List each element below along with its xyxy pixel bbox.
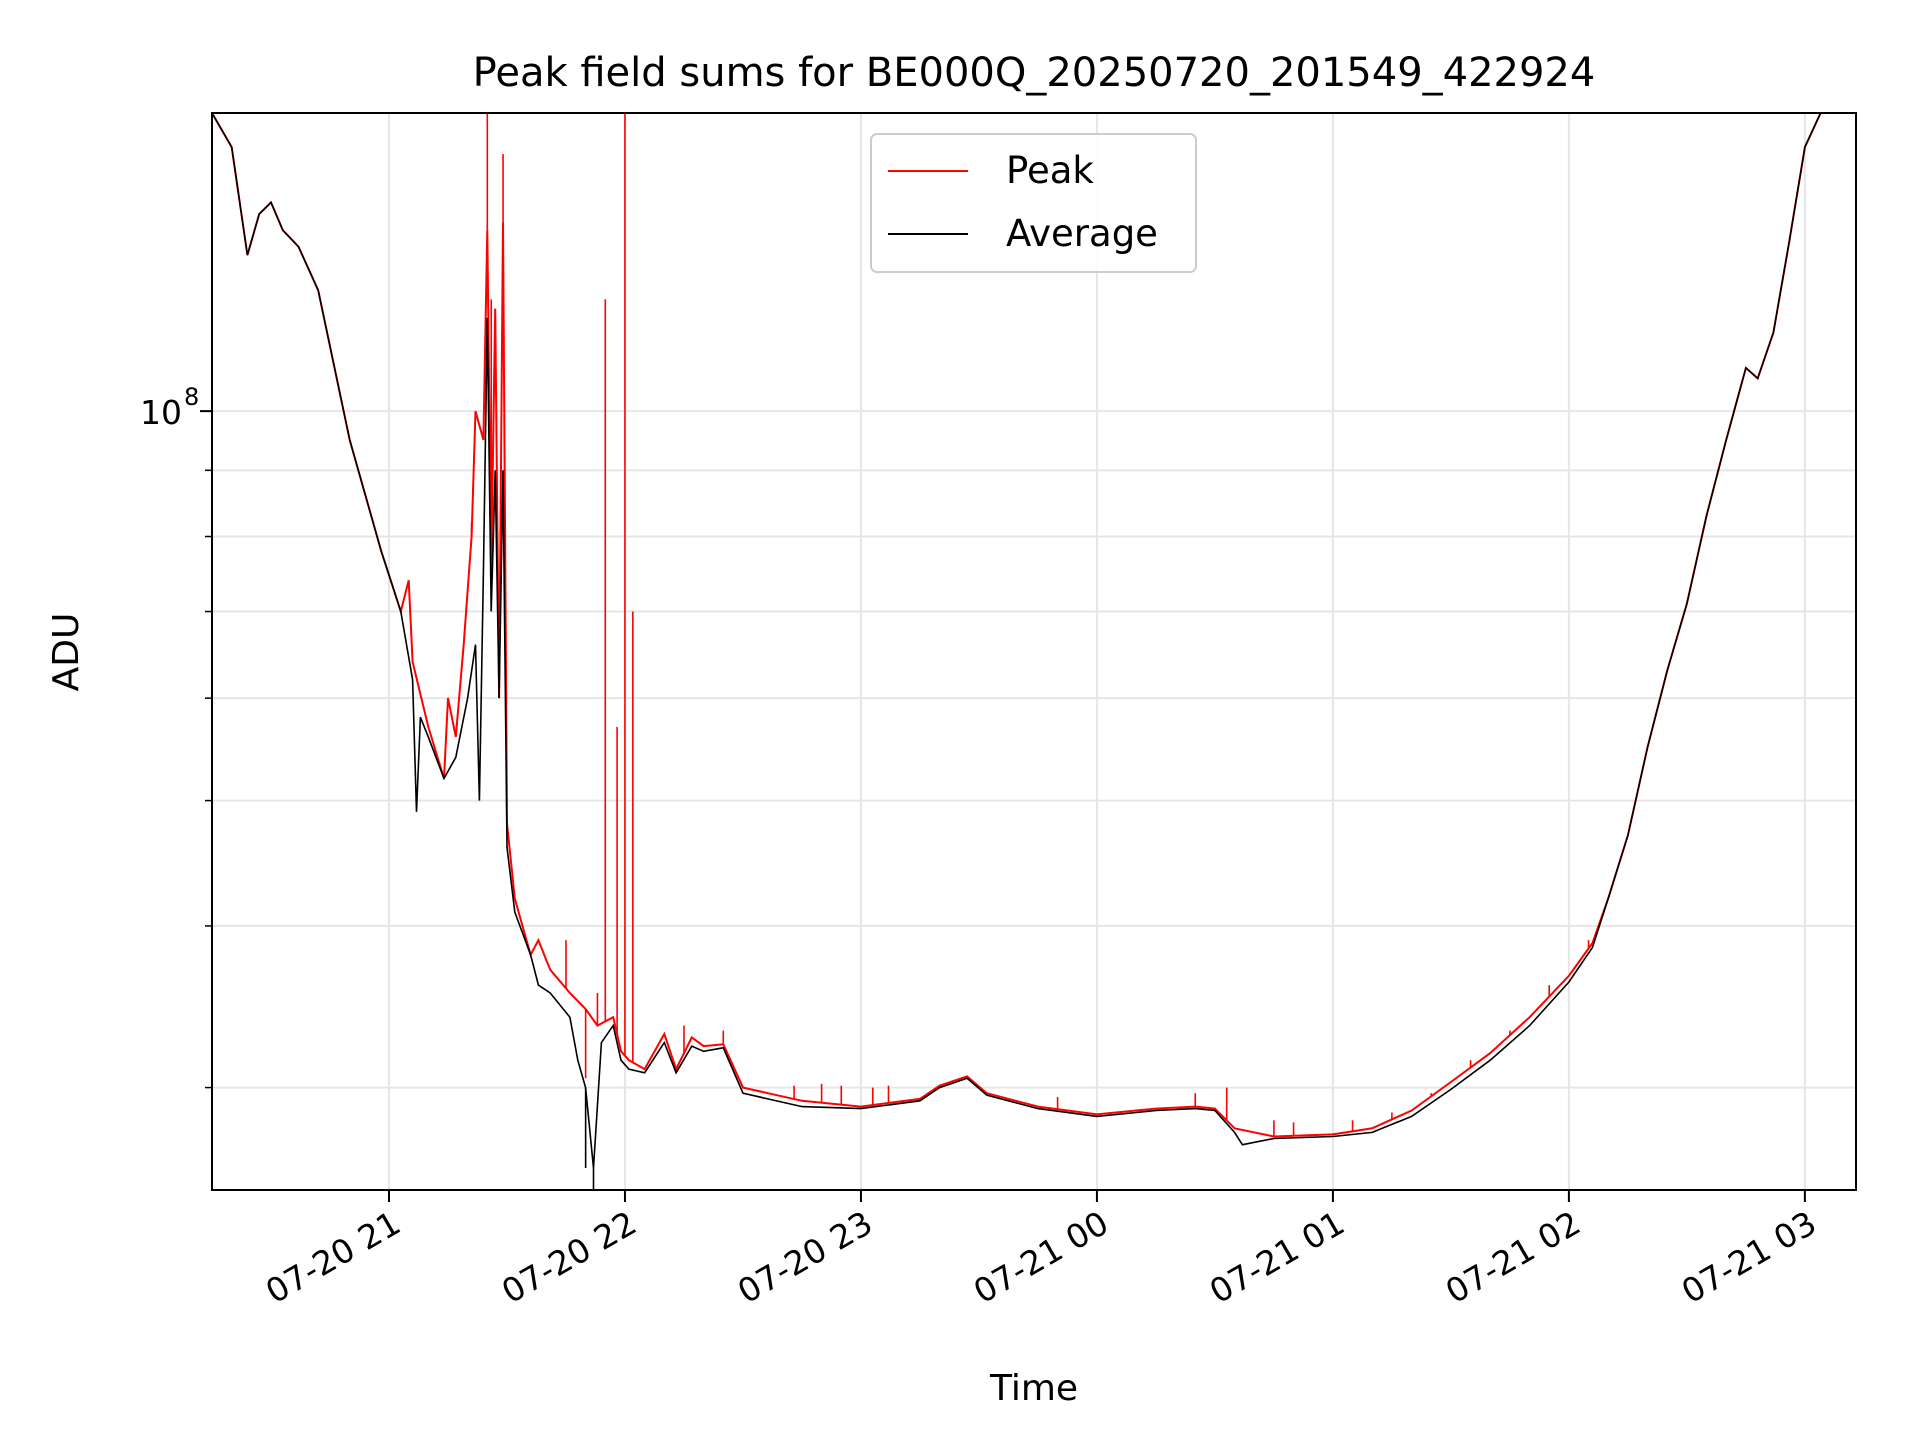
plot-frame (211, 112, 1857, 1191)
series-line-average (212, 113, 1822, 1169)
legend: Peak Average (870, 133, 1197, 273)
y-axis: 10 8 (140, 383, 212, 1089)
series-layer (212, 113, 1822, 1190)
legend-label-peak: Peak (1006, 149, 1094, 192)
y-tick-label-exponent: 8 (184, 383, 199, 411)
y-tick-label: 10 (140, 393, 182, 432)
legend-label-average: Average (1006, 212, 1158, 255)
x-axis-label: Time (989, 1368, 1078, 1409)
legend-box (870, 133, 1197, 273)
y-axis-label: ADU (46, 613, 87, 692)
chart-title: Peak field sums for BE000Q_20250720_2015… (473, 50, 1596, 96)
series-line-peak (212, 113, 1822, 1138)
grid (212, 113, 1856, 1190)
